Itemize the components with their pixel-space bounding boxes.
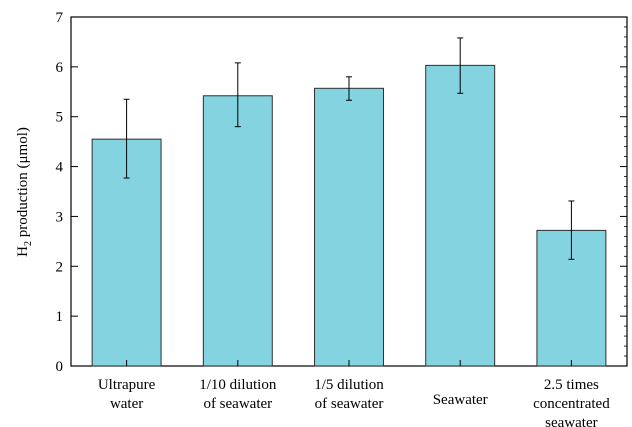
x-tick-label-line: concentrated	[533, 396, 610, 412]
y-tick-label-4: 4	[56, 160, 64, 176]
x-tick-label-1: 1/10 dilution of seawater	[199, 377, 277, 412]
y-tick-label-1: 1	[56, 309, 64, 325]
x-tick-label-line: Seawater	[433, 392, 488, 408]
x-tick-label-line: Ultrapure	[98, 377, 156, 393]
y-axis-title-rest: production (μmol)	[15, 127, 31, 241]
y-axis-title: H2 production (μmol)	[15, 127, 34, 257]
x-tick-label-line: 2.5 times	[544, 377, 599, 393]
y-axis-title-main: H	[15, 246, 31, 257]
x-tick-label-4: 2.5 times concentrated seawater	[533, 377, 610, 427]
y-tick-label-6: 6	[56, 60, 64, 76]
bar-3	[425, 64, 496, 367]
x-tick-label-line: of seawater	[203, 396, 272, 412]
bar-2	[314, 87, 384, 367]
x-tick-label-0: Ultrapure water	[98, 377, 156, 412]
y-tick-label-3: 3	[56, 209, 64, 225]
x-tick-label-line: seawater	[545, 415, 597, 427]
bar-1	[202, 95, 273, 367]
y-axis: 0 1 2 3 4 5 6 7	[56, 10, 627, 375]
x-tick-label-line: of seawater	[315, 396, 384, 412]
bars-group	[91, 37, 607, 367]
y-axis-title-subscript: 2	[23, 241, 34, 246]
x-tick-label-3: Seawater	[433, 392, 488, 408]
x-tick-label-2: 1/5 dilution of seawater	[314, 377, 384, 412]
y-tick-label-0: 0	[56, 359, 64, 375]
y-tick-label-5: 5	[56, 110, 64, 126]
y-tick-label-7: 7	[56, 10, 64, 26]
y-tick-label-2: 2	[56, 259, 64, 275]
x-tick-label-line: 1/5 dilution	[314, 377, 384, 393]
x-tick-label-line: 1/10 dilution	[199, 377, 277, 393]
x-tick-label-line: water	[110, 396, 143, 412]
